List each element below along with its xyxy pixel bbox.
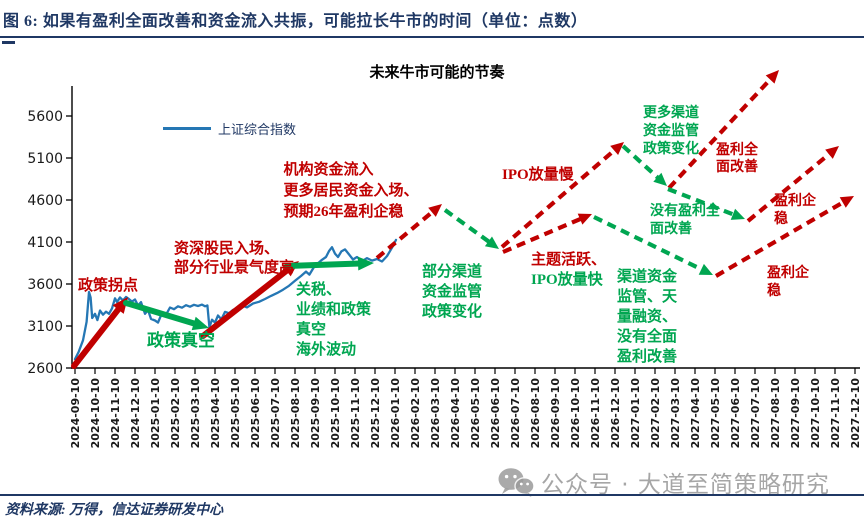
- institutional-inflow-rally-arrow-head: [428, 204, 442, 217]
- y-axis-tick-label: 5100: [27, 151, 63, 167]
- theme-active-rally-arrow-head: [577, 213, 592, 225]
- source-note: 资料来源: 万得，信达证券研发中心: [5, 503, 224, 518]
- x-axis-tick-label: 2025-09-10: [309, 378, 322, 449]
- x-axis-tick-label: 2027-07-10: [749, 378, 762, 449]
- policy-turn-rally-arrow: [71, 302, 125, 369]
- x-axis-tick-label: 2025-01-10: [149, 378, 162, 449]
- x-axis-tick-label: 2025-12-10: [369, 378, 382, 449]
- chart-title: 未来牛市可能的节奏: [369, 65, 505, 81]
- x-axis-tick-label: 2025-07-10: [269, 378, 282, 449]
- x-axis-tick-label: 2025-08-10: [289, 378, 302, 449]
- profit-stabilize-rally-arrow-1-head: [825, 146, 839, 159]
- full-profit-improvement-rally-arrow: [667, 74, 775, 190]
- institutional-inflow-rally-arrow: [375, 207, 437, 260]
- sse-index-line: [73, 238, 398, 361]
- watermark-text: 公众号 · 大道至简策略研究: [541, 472, 830, 498]
- legend-label: 上证综合指数: [218, 122, 297, 137]
- channel-regulation-dip-arrow-head: [484, 236, 499, 249]
- x-axis-tick-label: 2026-11-10: [589, 378, 602, 449]
- heavy-financing-decline-arrow: [593, 215, 707, 274]
- profit-stabilize-rally-arrow-1: [746, 149, 834, 223]
- x-axis-tick-label: 2027-02-10: [649, 378, 662, 449]
- sideways-consolidation-arrow-head: [357, 256, 374, 271]
- figure-title: 图 6: 如果有盈利全面改善和资金流入共振，可能拉长牛市的时间（单位：点数）: [3, 13, 588, 30]
- x-axis-tick-label: 2027-11-10: [829, 378, 842, 449]
- y-axis-tick-label: 2600: [27, 361, 63, 377]
- no-profit-improvement-dip-arrow-head: [730, 208, 745, 220]
- divider-stub: [2, 41, 15, 44]
- bottom-divider: [0, 494, 864, 496]
- no-profit-improvement-dip-arrow: [667, 187, 738, 218]
- x-axis-tick-label: 2027-03-10: [669, 378, 682, 449]
- x-axis-tick-label: 2026-01-10: [389, 378, 402, 449]
- x-axis-tick-label: 2025-11-10: [349, 378, 362, 449]
- x-axis-tick-label: 2025-03-10: [189, 378, 202, 449]
- x-axis-tick-label: 2025-05-10: [229, 378, 242, 449]
- full-profit-improvement-rally-arrow-head: [765, 70, 779, 84]
- y-axis-tick-label: 4100: [27, 235, 63, 251]
- x-axis-tick-label: 2027-12-10: [849, 378, 862, 449]
- channel-regulation-dip-arrow: [443, 208, 494, 246]
- y-axis-tick-label: 3600: [27, 277, 63, 293]
- x-axis-tick-label: 2026-05-10: [469, 378, 482, 449]
- x-axis-tick-label: 2026-07-10: [509, 378, 522, 449]
- x-axis-tick-label: 2027-01-10: [629, 378, 642, 449]
- x-axis-tick-label: 2025-06-10: [249, 378, 262, 449]
- legend: 上证综合指数: [163, 119, 296, 138]
- x-axis-tick-label: 2027-10-10: [809, 378, 822, 449]
- legend-line-swatch: [163, 127, 211, 130]
- profit-stabilize-rally-arrow-2-head: [839, 196, 854, 208]
- x-axis-tick-label: 2026-12-10: [609, 378, 622, 449]
- more-regulation-dip-arrow: [621, 144, 663, 182]
- x-axis-tick-label: 2024-10-10: [89, 378, 102, 449]
- ipo-slow-rally-arrow: [500, 145, 619, 249]
- x-axis-tick-label: 2026-04-10: [449, 378, 462, 449]
- veteran-investors-rally-arrow: [200, 264, 294, 339]
- x-axis-tick-label: 2024-12-10: [129, 378, 142, 449]
- x-axis-tick-label: 2025-02-10: [169, 378, 182, 449]
- x-axis-tick-label: 2027-04-10: [689, 378, 702, 449]
- x-axis-tick-label: 2027-09-10: [789, 378, 802, 449]
- x-axis-tick-label: 2026-09-10: [549, 378, 562, 449]
- heavy-financing-decline-arrow-head: [698, 263, 713, 275]
- watermark: 公众号 · 大道至简策略研究: [498, 465, 830, 499]
- x-axis-tick-label: 2025-10-10: [329, 378, 342, 449]
- ipo-slow-rally-arrow-head: [610, 142, 624, 155]
- y-axis-tick-label: 5600: [27, 109, 63, 125]
- profit-stabilize-rally-arrow-2: [714, 198, 848, 278]
- y-axis-tick-label: 3100: [27, 319, 63, 335]
- x-axis-tick-label: 2026-08-10: [529, 378, 542, 449]
- x-axis-tick-label: 2026-03-10: [429, 378, 442, 449]
- x-axis-tick-label: 2024-11-10: [109, 378, 122, 449]
- x-axis-tick-label: 2026-06-10: [489, 378, 502, 449]
- wechat-icon: [498, 467, 535, 497]
- x-axis-tick-label: 2027-08-10: [769, 378, 782, 449]
- x-axis-tick-label: 2027-05-10: [709, 378, 722, 449]
- more-regulation-dip-arrow-head: [653, 172, 667, 186]
- top-divider: [0, 36, 864, 38]
- x-axis-tick-label: 2026-10-10: [569, 378, 582, 449]
- policy-vacuum-decline-arrow: [123, 300, 203, 329]
- x-axis-tick-label: 2025-04-10: [209, 378, 222, 449]
- sideways-consolidation-arrow: [284, 260, 367, 269]
- x-axis-tick-label: 2027-06-10: [729, 378, 742, 449]
- x-axis-tick-label: 2024-09-10: [69, 378, 82, 449]
- x-axis-tick-label: 2026-02-10: [409, 378, 422, 449]
- policy-vacuum-decline-arrow-head: [191, 316, 209, 331]
- y-axis-tick-label: 4600: [27, 193, 63, 209]
